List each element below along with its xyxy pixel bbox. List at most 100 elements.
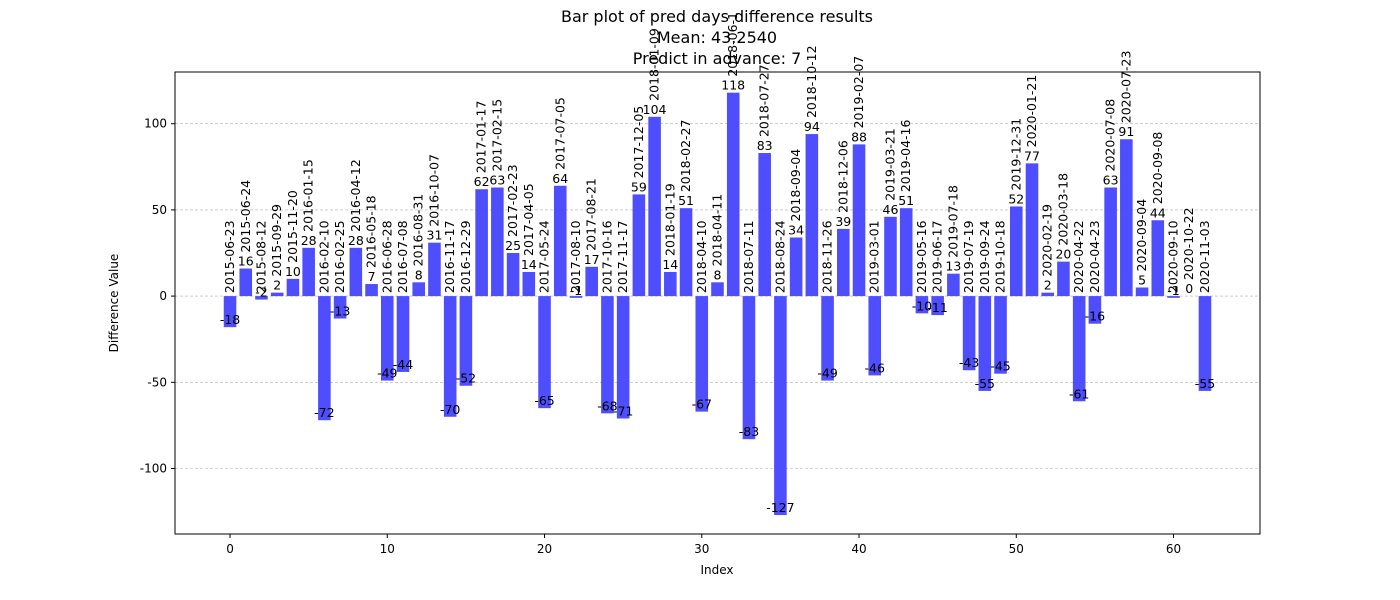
date-label: 2020-07-08: [1103, 99, 1118, 172]
date-label: 2020-01-21: [1024, 75, 1039, 148]
bar: [711, 282, 724, 297]
date-label: 2020-02-19: [1040, 204, 1055, 277]
value-label: 46: [883, 202, 899, 217]
value-label: -49: [377, 366, 397, 381]
value-label: -11: [927, 300, 947, 315]
bar: [1104, 187, 1117, 297]
date-label: 2015-08-12: [253, 220, 268, 293]
bar: [1151, 220, 1165, 297]
date-label: 2019-07-18: [945, 185, 960, 258]
x-axis-label: Index: [700, 563, 733, 577]
bar: [978, 296, 992, 391]
bar: [522, 271, 536, 297]
bar: [899, 208, 913, 297]
y-tick-label: 100: [144, 117, 167, 131]
bar: [884, 216, 897, 297]
bar: [601, 296, 614, 414]
value-label: 64: [552, 171, 568, 186]
value-label: 59: [631, 179, 647, 194]
date-label: 2016-10-07: [426, 154, 441, 227]
date-label: 2020-04-23: [1087, 220, 1102, 293]
bar: [412, 282, 426, 297]
date-label: 2018-07-11: [741, 220, 756, 293]
y-tick-label: -50: [147, 375, 167, 389]
bar: [664, 271, 677, 297]
date-label: 2017-04-05: [521, 183, 536, 256]
value-label: -68: [597, 398, 617, 413]
value-label: 63: [1103, 173, 1119, 188]
date-label: 2016-04-12: [348, 159, 363, 232]
bar: [648, 116, 661, 297]
title-line: Mean: 43.2540: [657, 28, 777, 47]
value-label: 28: [301, 233, 317, 248]
value-label: 5: [1138, 272, 1146, 287]
value-label: 91: [1118, 124, 1134, 139]
value-label: 44: [1150, 205, 1166, 220]
value-label: 8: [415, 267, 423, 282]
date-label: 2018-04-10: [694, 220, 709, 293]
value-label: 62: [474, 174, 490, 189]
value-label: -72: [314, 405, 334, 420]
value-label: -83: [739, 424, 759, 439]
value-label: 51: [678, 193, 694, 208]
x-tick-label: 0: [226, 542, 234, 556]
value-label: -44: [393, 357, 413, 372]
date-label: 2019-10-18: [993, 220, 1008, 293]
value-label: -13: [330, 304, 350, 319]
bar: [286, 278, 300, 297]
bar: [679, 208, 693, 297]
date-label: 2017-01-17: [474, 101, 489, 174]
bar: [475, 189, 488, 297]
date-label: 2015-06-24: [238, 180, 253, 253]
date-label: 2017-02-15: [489, 99, 504, 172]
bar: [585, 266, 598, 297]
value-label: -10: [912, 298, 932, 313]
date-label: 2018-04-11: [710, 194, 725, 267]
bar: [302, 247, 315, 297]
value-label: 28: [348, 233, 364, 248]
value-label: 77: [1024, 148, 1040, 163]
title-line: Predict in advance: 7: [633, 49, 802, 68]
date-label: 2017-11-17: [615, 220, 630, 293]
value-label: 51: [898, 193, 914, 208]
value-label: 16: [238, 254, 254, 269]
value-label: 31: [427, 228, 443, 243]
value-label: -45: [990, 359, 1010, 374]
bar: [962, 296, 976, 371]
date-label: 2017-10-16: [599, 220, 614, 293]
bar: [789, 237, 803, 297]
value-label: -61: [1069, 386, 1089, 401]
date-label: 2016-01-15: [301, 159, 316, 232]
value-label: -55: [975, 376, 995, 391]
date-label: 2016-07-08: [395, 220, 410, 293]
y-tick-label: -100: [140, 461, 167, 475]
value-label: 13: [945, 259, 961, 274]
date-label: 2020-04-22: [1071, 220, 1086, 293]
bar: [742, 296, 756, 440]
bar: [459, 296, 473, 386]
date-label: 2018-06-1: [725, 12, 740, 77]
bar: [1167, 296, 1180, 298]
bar: [1057, 261, 1070, 297]
value-label: 10: [285, 264, 301, 279]
value-label: -65: [534, 393, 554, 408]
date-label: 2020-03-18: [1055, 173, 1070, 246]
date-label: 2020-09-08: [1150, 132, 1165, 205]
date-label: 2015-06-23: [222, 220, 237, 293]
date-label: 2018-08-24: [772, 220, 787, 293]
value-label: 20: [1055, 247, 1071, 262]
date-label: 2015-09-29: [269, 204, 284, 277]
bar: [852, 144, 866, 297]
date-label: 2016-05-18: [364, 195, 379, 268]
date-label: 2018-07-27: [757, 64, 772, 137]
value-label: 63: [489, 173, 505, 188]
date-label: 2019-06-17: [930, 220, 945, 293]
date-label: 2018-09-04: [788, 149, 803, 222]
date-label: 2016-11-17: [442, 220, 457, 293]
x-tick-label: 20: [537, 542, 552, 556]
date-label: 2019-07-19: [961, 220, 976, 293]
date-label: 2018-11-26: [820, 220, 835, 293]
bar: [1041, 292, 1055, 297]
